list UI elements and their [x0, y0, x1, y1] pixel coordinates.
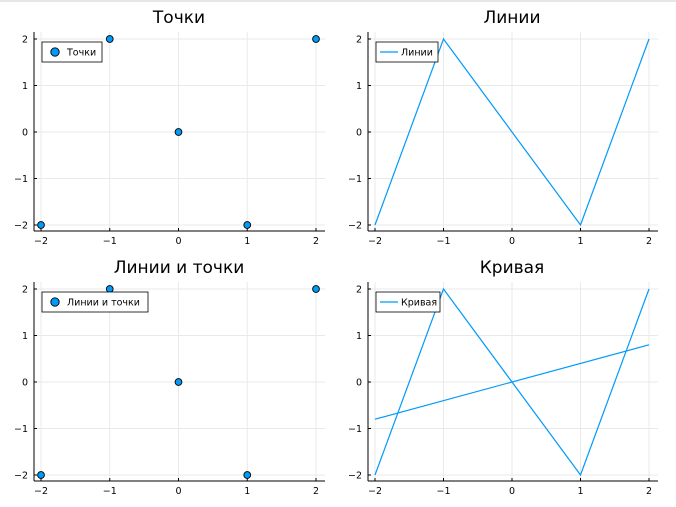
legend-marker-swatch — [50, 297, 60, 307]
y-tick-label: 0 — [356, 378, 362, 389]
y-tick-label: 2 — [356, 35, 362, 46]
x-tick-label: 1 — [577, 236, 583, 247]
y-tick-label: 1 — [22, 331, 28, 342]
legend: Линии и точки — [41, 291, 149, 313]
subplot-title: Кривая — [480, 258, 545, 278]
x-tick-label: −1 — [436, 486, 450, 497]
subplot-3: −2 −1 0 1 2 −2 −1 0 1 2 Линии и точки Линии и точки — [14, 258, 325, 497]
legend: Линии — [375, 41, 439, 63]
y-tick-label: 2 — [22, 35, 28, 46]
y-tick-label: 1 — [22, 81, 28, 92]
series-line — [374, 344, 650, 420]
subplot-2: −2 −1 0 1 2 −2 −1 0 1 2 Линии Линии — [348, 8, 658, 247]
subplot-title: Точки — [152, 8, 205, 28]
y-tick-label: −1 — [348, 174, 362, 185]
x-tick-label: −2 — [34, 236, 48, 247]
x-tick-label: −1 — [436, 236, 450, 247]
y-tick-label: 0 — [356, 128, 362, 139]
y-tick-label: 2 — [356, 285, 362, 296]
y-tick-label: −2 — [348, 221, 362, 232]
x-tick-label: 1 — [244, 486, 250, 497]
x-tick-label: 1 — [244, 236, 250, 247]
legend-box — [41, 291, 149, 313]
top-divider — [0, 0, 676, 2]
x-tick-label: 2 — [646, 486, 652, 497]
data-point — [312, 35, 320, 43]
x-tick-label: 0 — [509, 486, 515, 497]
legend-label: Линии и точки — [67, 298, 140, 309]
legend: Кривая — [375, 291, 441, 313]
y-tick-label: 0 — [22, 378, 28, 389]
y-tick-label: 1 — [356, 81, 362, 92]
x-tick-label: −1 — [103, 486, 117, 497]
subplot-4: −2 −1 0 1 2 −2 −1 0 1 2 Кривая Кривая — [348, 258, 658, 497]
legend-label: Линии — [401, 48, 433, 59]
x-tick-label: 0 — [175, 236, 181, 247]
data-point — [105, 285, 114, 293]
data-point — [174, 378, 183, 386]
x-tick-label: −2 — [34, 486, 48, 497]
subplot-1: −2 −1 0 1 2 −2 −1 0 1 2 Точки Точки — [14, 8, 325, 247]
legend-label: Точки — [66, 48, 96, 59]
y-tick-label: 2 — [22, 285, 28, 296]
y-tick-label: −2 — [14, 221, 28, 232]
data-point — [243, 221, 252, 229]
data-point — [105, 35, 114, 43]
y-tick-label: −1 — [14, 174, 28, 185]
x-tick-label: 2 — [313, 236, 319, 247]
x-tick-label: 2 — [313, 486, 319, 497]
y-tick-label: 1 — [356, 331, 362, 342]
legend: Точки — [41, 41, 103, 63]
y-tick-label: −1 — [348, 424, 362, 435]
x-tick-label: 0 — [509, 236, 515, 247]
data-point — [37, 221, 45, 229]
x-tick-label: 2 — [646, 236, 652, 247]
data-point — [174, 128, 183, 136]
x-tick-label: −2 — [368, 486, 382, 497]
x-tick-label: −1 — [103, 236, 117, 247]
legend-marker-swatch — [50, 47, 60, 57]
x-tick-label: 1 — [577, 486, 583, 497]
legend-box — [375, 41, 439, 63]
x-tick-label: 0 — [175, 486, 181, 497]
y-tick-label: −2 — [14, 471, 28, 482]
subplot-title: Линии — [483, 8, 540, 28]
y-tick-label: −2 — [348, 471, 362, 482]
legend-box — [41, 41, 103, 63]
data-point — [312, 285, 320, 293]
y-tick-label: 0 — [22, 128, 28, 139]
x-tick-label: −2 — [368, 236, 382, 247]
series-line — [374, 37, 650, 227]
y-tick-label: −1 — [14, 424, 28, 435]
subplot-title: Линии и точки — [114, 258, 245, 278]
legend-label: Кривая — [401, 298, 437, 309]
data-point — [37, 471, 45, 479]
data-point — [243, 471, 252, 479]
legend-box — [375, 291, 441, 313]
